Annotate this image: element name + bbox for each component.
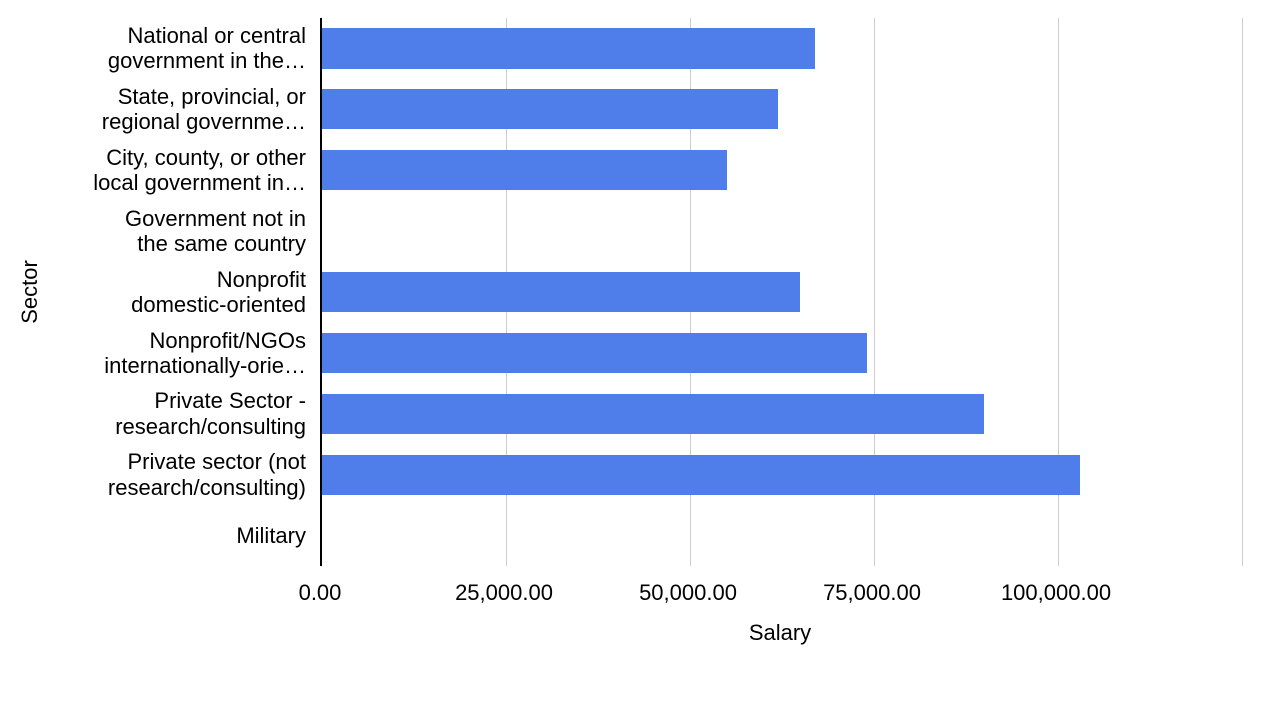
bar <box>322 89 778 129</box>
bar <box>322 333 867 373</box>
y-tick-label-line: local government in… <box>0 170 306 195</box>
y-tick-label-line: research/consulting) <box>0 475 306 500</box>
y-tick-label-line: internationally-orie… <box>0 353 306 378</box>
plot-area <box>320 18 1240 566</box>
y-tick-label-line: Nonprofit/NGOs <box>0 328 306 353</box>
y-tick-label-line: government in the… <box>0 48 306 73</box>
y-tick-label: Military <box>0 523 306 548</box>
y-tick-label-line: National or central <box>0 23 306 48</box>
y-tick-label: Government not inthe same country <box>0 206 306 257</box>
y-tick-label-line: Private sector (not <box>0 449 306 474</box>
y-tick-label-line: the same country <box>0 231 306 256</box>
y-tick-label-line: Private Sector - <box>0 388 306 413</box>
x-tick-label: 50,000.00 <box>639 580 737 606</box>
x-tick-label: 25,000.00 <box>455 580 553 606</box>
y-tick-label: Private Sector -research/consulting <box>0 388 306 439</box>
y-tick-label: City, county, or otherlocal government i… <box>0 145 306 196</box>
y-tick-label-line: Military <box>0 523 306 548</box>
gridline <box>1242 18 1243 566</box>
y-tick-label: State, provincial, orregional governme… <box>0 84 306 135</box>
y-tick-label-line: domestic-oriented <box>0 292 306 317</box>
bar <box>322 28 815 68</box>
y-tick-label-line: research/consulting <box>0 414 306 439</box>
x-tick-label: 100,000.00 <box>1001 580 1111 606</box>
y-tick-label-line: Nonprofit <box>0 267 306 292</box>
y-tick-label: Nonprofitdomestic-oriented <box>0 267 306 318</box>
bar <box>322 150 727 190</box>
y-tick-label-line: regional governme… <box>0 109 306 134</box>
y-tick-label-line: Government not in <box>0 206 306 231</box>
x-tick-label: 75,000.00 <box>823 580 921 606</box>
bar <box>322 394 984 434</box>
y-tick-label: Nonprofit/NGOsinternationally-orie… <box>0 328 306 379</box>
y-tick-label: National or centralgovernment in the… <box>0 23 306 74</box>
y-tick-label-line: City, county, or other <box>0 145 306 170</box>
x-tick-label: 0.00 <box>299 580 342 606</box>
y-tick-label-line: State, provincial, or <box>0 84 306 109</box>
salary-by-sector-chart: Sector Salary 0.0025,000.0050,000.0075,0… <box>0 0 1262 710</box>
y-tick-label: Private sector (notresearch/consulting) <box>0 449 306 500</box>
x-axis-title: Salary <box>749 620 811 646</box>
bar <box>322 272 800 312</box>
bar <box>322 455 1080 495</box>
